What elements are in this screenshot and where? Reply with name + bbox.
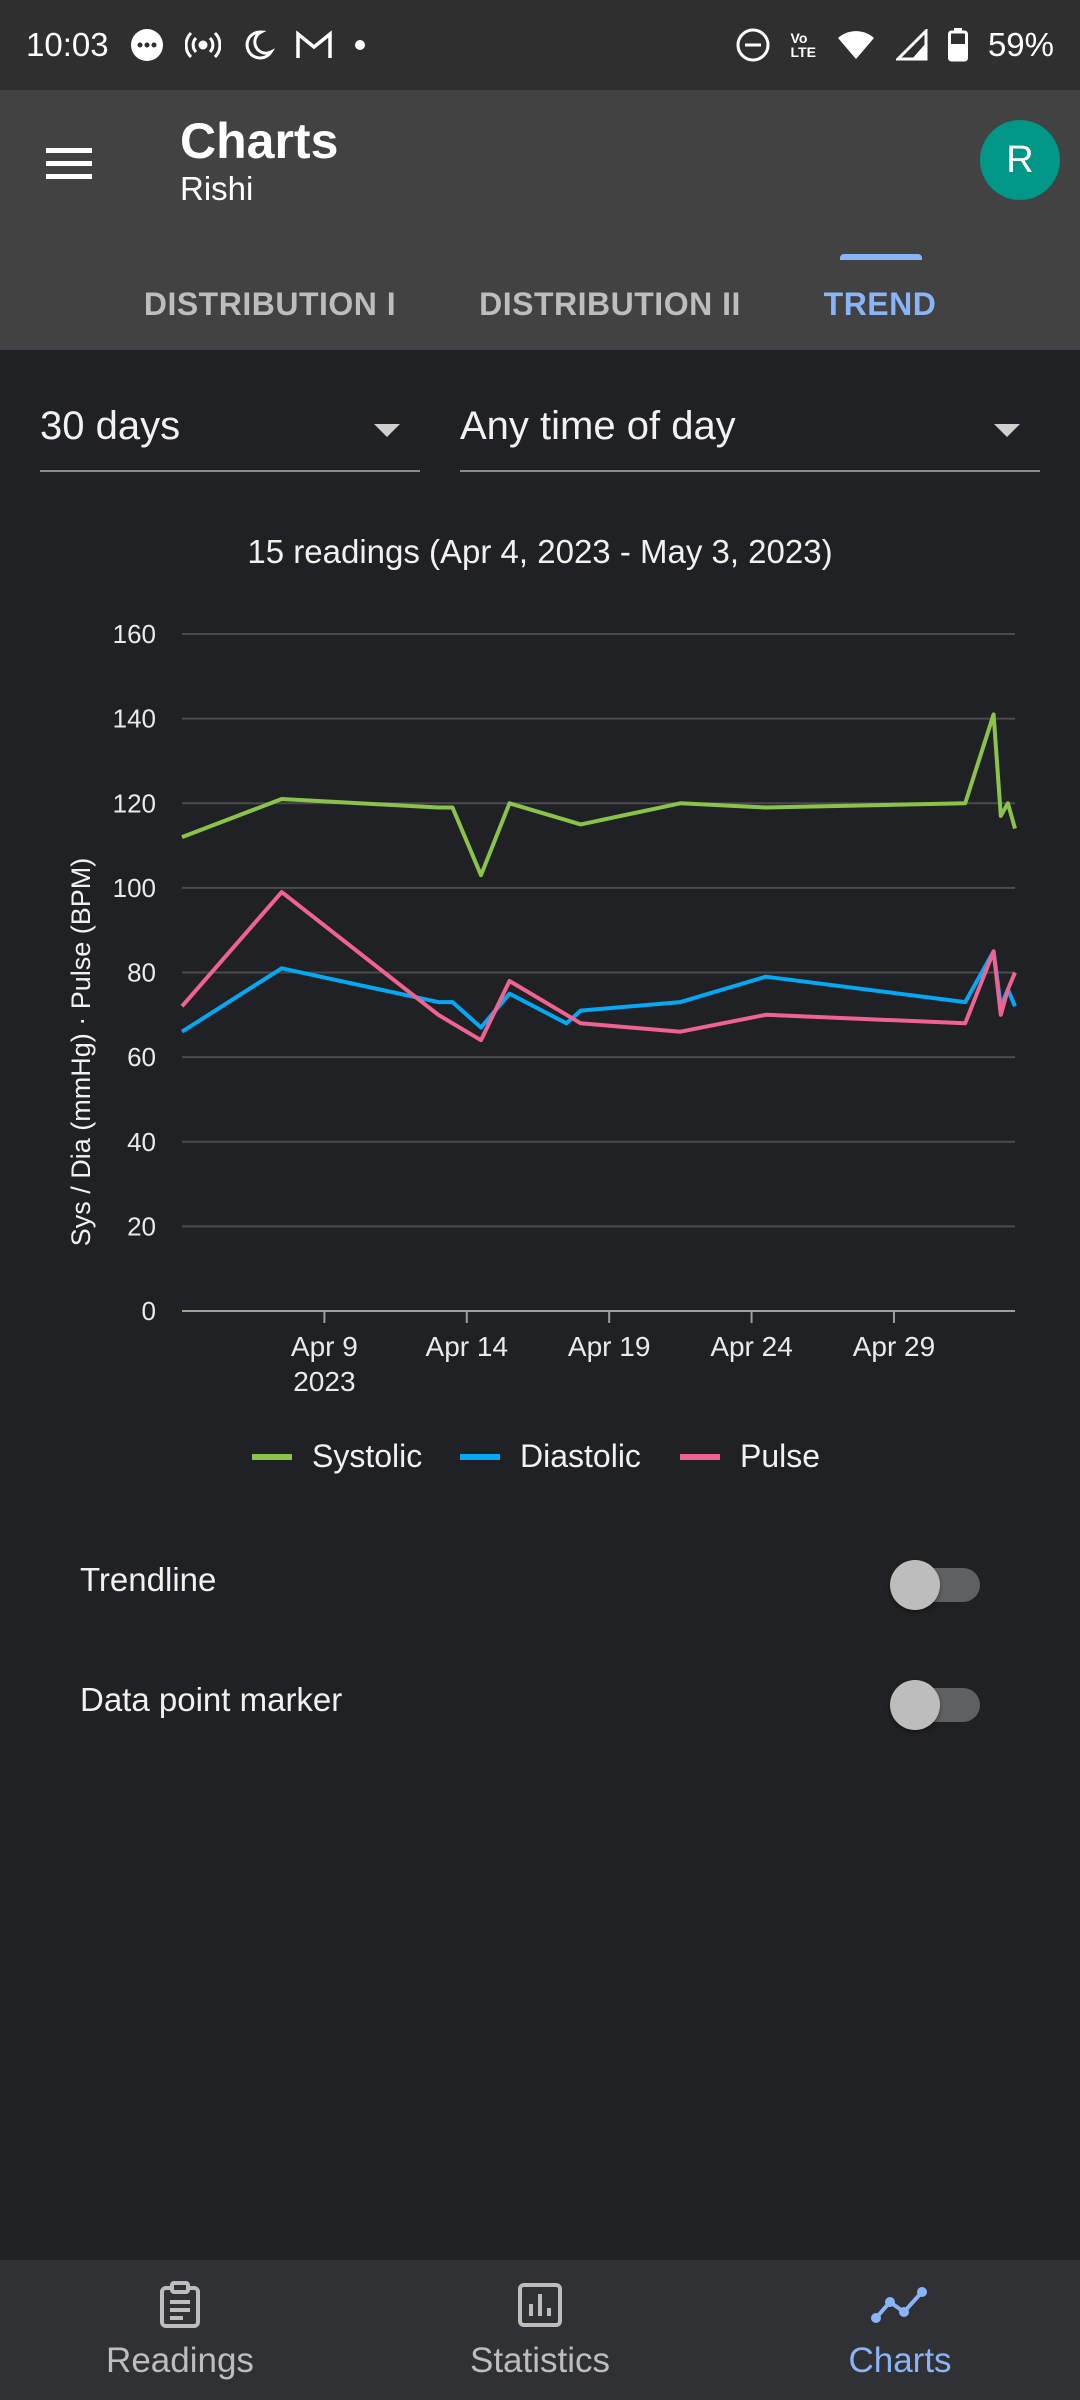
volte-top: Vo xyxy=(790,30,808,46)
range-select[interactable]: 30 days xyxy=(40,390,420,472)
y-tick-label: 0 xyxy=(142,1296,156,1326)
y-tick-label: 80 xyxy=(127,958,156,988)
x-tick-label: Apr 9 xyxy=(291,1331,358,1362)
trendline-row: Trendline xyxy=(80,1550,980,1610)
tab-trend[interactable]: TREND xyxy=(823,285,937,322)
nav-statistics[interactable]: Statistics xyxy=(360,2260,720,2400)
wifi-icon xyxy=(836,29,876,61)
hotspot-icon xyxy=(184,27,221,63)
volte-icon: Vo LTE xyxy=(791,31,816,59)
y-tick-label: 120 xyxy=(113,788,156,818)
gmail-icon xyxy=(295,30,333,60)
data-point-marker-toggle[interactable] xyxy=(890,1675,980,1730)
bottom-navigation: Readings Statistics Charts xyxy=(0,2260,1080,2400)
battery-percent: 59% xyxy=(987,26,1054,63)
bedtime-icon xyxy=(241,28,275,62)
tab-distribution-i[interactable]: DISTRIBUTION I xyxy=(143,285,397,322)
legend-label-systolic: Systolic xyxy=(312,1438,422,1474)
y-tick-label: 60 xyxy=(127,1042,156,1072)
do-not-disturb-icon xyxy=(735,27,771,63)
avatar-letter: R xyxy=(1006,138,1034,181)
legend-label-diastolic: Diastolic xyxy=(520,1438,641,1474)
tab-indicator xyxy=(840,254,922,260)
x-tick-label: Apr 19 xyxy=(568,1331,651,1362)
x-tick-label: Apr 29 xyxy=(853,1331,936,1362)
range-select-value: 30 days xyxy=(40,404,181,448)
signal-icon xyxy=(895,29,928,61)
battery-icon xyxy=(947,28,968,62)
message-icon xyxy=(129,27,165,63)
trendline-toggle[interactable] xyxy=(890,1555,980,1610)
toggle-thumb xyxy=(890,1560,940,1610)
bar-chart-icon xyxy=(515,2280,565,2335)
nav-charts[interactable]: Charts xyxy=(720,2260,1080,2400)
x-tick-label: Apr 24 xyxy=(710,1331,793,1362)
series-line-systolic xyxy=(181,712,1017,878)
data-point-marker-label: Data point marker xyxy=(80,1681,343,1718)
y-tick-label: 160 xyxy=(113,619,156,649)
toggle-thumb xyxy=(890,1680,940,1730)
dot-icon xyxy=(353,38,367,52)
trendline-label: Trendline xyxy=(80,1561,217,1598)
trend-chart: 15 readings (Apr 4, 2023 - May 3, 2023) … xyxy=(66,533,1017,1474)
x-tick-label: Apr 14 xyxy=(426,1331,509,1362)
status-bar: 10:03 Vo LTE 59 xyxy=(0,0,1080,90)
avatar[interactable]: R xyxy=(980,120,1060,200)
page-title: Charts xyxy=(180,113,339,169)
legend-label-pulse: Pulse xyxy=(740,1438,820,1474)
nav-statistics-label: Statistics xyxy=(469,2340,611,2380)
nav-readings[interactable]: Readings xyxy=(0,2260,360,2400)
y-tick-label: 140 xyxy=(113,704,156,734)
hamburger-menu-icon[interactable] xyxy=(46,140,94,188)
dropdown-arrow-icon xyxy=(994,424,1020,437)
y-tick-label: 40 xyxy=(127,1127,156,1157)
trend-line-icon xyxy=(870,2280,930,2335)
status-time: 10:03 xyxy=(26,26,109,63)
x-tick-sublabel: 2023 xyxy=(293,1366,355,1397)
data-point-marker-row: Data point marker xyxy=(80,1670,980,1730)
y-tick-label: 20 xyxy=(127,1211,156,1241)
tab-distribution-ii[interactable]: DISTRIBUTION II xyxy=(479,285,741,322)
y-axis-label: Sys / Dia (mmHg) · Pulse (BPM) xyxy=(66,858,96,1247)
series-line-pulse xyxy=(180,890,1017,1043)
nav-readings-label: Readings xyxy=(106,2340,254,2380)
time-of-day-select[interactable]: Any time of day xyxy=(460,390,1040,472)
chart-title: 15 readings (Apr 4, 2023 - May 3, 2023) xyxy=(247,533,832,570)
tab-bar: DISTRIBUTION I DISTRIBUTION II TREND xyxy=(0,258,1080,350)
clipboard-icon xyxy=(155,2280,205,2335)
page-subtitle: Rishi xyxy=(180,170,254,207)
time-of-day-select-value: Any time of day xyxy=(460,404,736,448)
app-bar: Charts Rishi R DISTRIBUTION I DISTRIBUTI… xyxy=(0,90,1080,350)
nav-charts-label: Charts xyxy=(848,2340,952,2380)
volte-bottom: LTE xyxy=(790,44,816,60)
dropdown-arrow-icon xyxy=(374,424,400,437)
y-tick-label: 100 xyxy=(113,873,156,903)
